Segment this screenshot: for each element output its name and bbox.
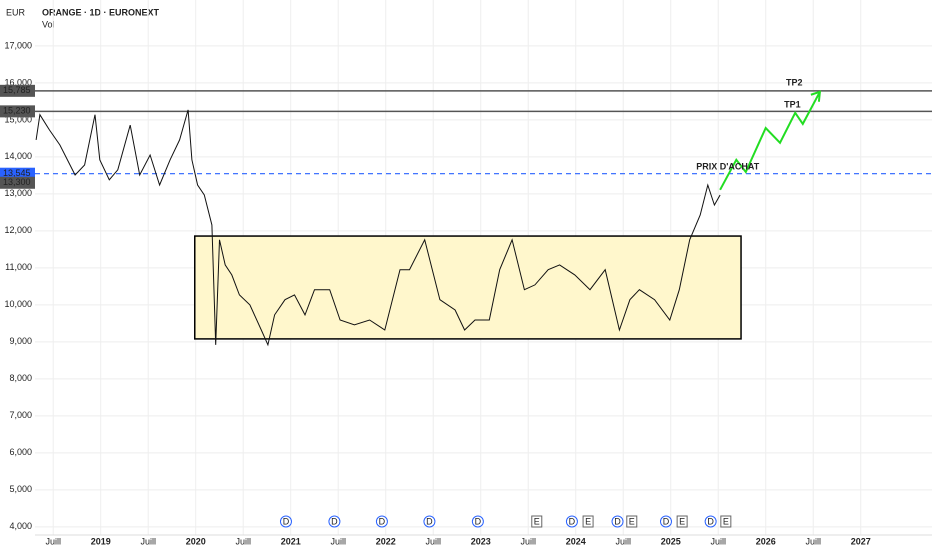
y-tick-label: 13,000: [4, 188, 32, 198]
level-tag: [0, 105, 35, 118]
event-label: D: [379, 516, 386, 526]
level-label: 13,300: [3, 177, 31, 187]
x-tick-label: Juill: [330, 536, 346, 546]
event-marker: [279, 515, 292, 528]
event-label: D: [707, 516, 714, 526]
x-tick-label: Juill: [805, 536, 821, 546]
event-marker: [375, 515, 388, 528]
price-line: [35, 109, 721, 347]
event-marker: [626, 515, 638, 528]
x-tick-label: Juill: [615, 536, 631, 546]
event-marker: [676, 515, 688, 528]
x-tick-label: Juill: [710, 536, 726, 546]
level-tag: [0, 84, 35, 97]
event-label: D: [663, 516, 670, 526]
x-tick-label: 2026: [756, 536, 776, 546]
y-tick-label: 5,000: [9, 484, 32, 494]
x-tick-label: Juill: [140, 536, 156, 546]
y-tick-label: 16,000: [4, 77, 32, 87]
y-tick-label: 17,000: [4, 40, 32, 50]
event-marker: [328, 515, 341, 528]
annotation: TP1: [784, 99, 801, 109]
event-marker: [704, 515, 717, 528]
event-label: D: [569, 516, 576, 526]
projection-line: [719, 91, 821, 191]
event-label: D: [426, 516, 433, 526]
event-label: E: [629, 516, 635, 526]
x-tick-label: 2024: [566, 536, 586, 546]
event-label: D: [614, 516, 621, 526]
level-tag: [0, 176, 35, 189]
y-tick-label: 12,000: [4, 225, 32, 235]
y-tick-label: 7,000: [9, 410, 32, 420]
annotation: TP2: [786, 77, 803, 87]
x-tick-label: 2021: [281, 536, 301, 546]
event-marker: [582, 515, 594, 528]
event-label: D: [475, 516, 482, 526]
event-label: D: [331, 516, 338, 526]
y-tick-label: 10,000: [4, 299, 32, 309]
y-tick-label: 14,000: [4, 151, 32, 161]
level-label: 15,230: [3, 106, 31, 116]
projection-arrowhead: [810, 90, 822, 102]
x-tick-label: 2019: [91, 536, 111, 546]
event-label: E: [679, 516, 685, 526]
volume-label: Vol: [42, 19, 55, 29]
annotation: PRIX D'ACHAT: [696, 162, 759, 172]
x-tick-label: 2027: [851, 536, 871, 546]
event-label: E: [585, 516, 591, 526]
y-tick-label: 15,000: [4, 114, 32, 124]
level-tag: [0, 167, 35, 180]
x-tick-label: Juill: [235, 536, 251, 546]
event-marker: [659, 515, 672, 528]
y-tick-label: 6,000: [9, 447, 32, 457]
x-tick-label: Juill: [45, 536, 61, 546]
event-label: E: [723, 516, 729, 526]
currency: EUR: [6, 7, 26, 17]
x-tick-label: 2025: [661, 536, 681, 546]
range-box: [194, 235, 742, 340]
event-marker: [531, 515, 543, 528]
y-tick-label: 9,000: [9, 336, 32, 346]
event-marker: [720, 515, 732, 528]
event-marker: [471, 515, 484, 528]
level-label: 15,785: [3, 85, 31, 95]
event-label: E: [534, 516, 540, 526]
x-tick-label: 2020: [186, 536, 206, 546]
event-label: D: [283, 516, 290, 526]
level-label: 13,545: [3, 168, 31, 178]
y-tick-label: 4,000: [9, 521, 32, 531]
y-tick-label: 11,000: [5, 262, 32, 272]
x-tick-label: 2023: [471, 536, 491, 546]
event-marker: [423, 515, 436, 528]
x-tick-label: Juill: [520, 536, 536, 546]
x-tick-label: Juill: [425, 536, 441, 546]
y-tick-label: 8,000: [9, 373, 32, 383]
x-tick-label: 2022: [376, 536, 396, 546]
event-marker: [611, 515, 624, 528]
event-marker: [565, 515, 578, 528]
